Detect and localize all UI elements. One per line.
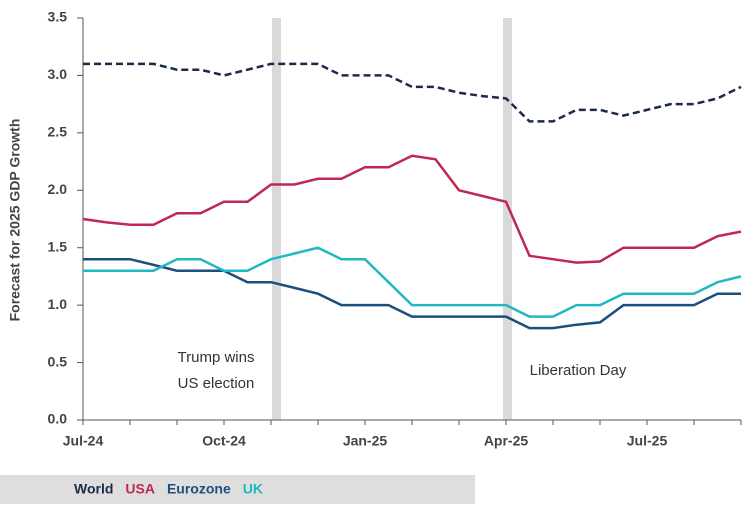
y-tick-label: 3.0 bbox=[48, 66, 68, 82]
event-band bbox=[503, 18, 512, 420]
line-series bbox=[83, 257, 741, 330]
y-tick-label: 0.5 bbox=[48, 353, 68, 369]
line-series bbox=[83, 246, 742, 318]
event-band bbox=[272, 18, 281, 420]
y-tick-label: 1.0 bbox=[48, 296, 68, 312]
legend-entry: World bbox=[74, 481, 113, 497]
legend-entry: USA bbox=[125, 481, 155, 497]
annotation: Liberation Day bbox=[530, 362, 627, 379]
annotation: Trump wins bbox=[178, 349, 255, 366]
x-tick-label: Jan-25 bbox=[343, 433, 388, 449]
y-tick-label: 3.5 bbox=[48, 9, 68, 25]
legend-entry: Eurozone bbox=[167, 481, 231, 497]
y-tick-label: 0.0 bbox=[48, 411, 68, 427]
y-tick-label: 1.5 bbox=[48, 238, 68, 254]
y-tick-label: 2.5 bbox=[48, 124, 68, 140]
annotation: US election bbox=[178, 375, 255, 392]
x-tick-label: Jul-25 bbox=[627, 433, 668, 449]
y-tick-label: 2.0 bbox=[48, 181, 68, 197]
y-axis-label: Forecast for 2025 GDP Growth bbox=[7, 119, 23, 322]
line-series bbox=[82, 154, 742, 264]
x-tick-label: Apr-25 bbox=[484, 433, 529, 449]
legend-box bbox=[0, 475, 475, 504]
x-tick-label: Jul-24 bbox=[63, 433, 104, 449]
line-series bbox=[83, 62, 742, 123]
legend-entry: UK bbox=[243, 481, 263, 497]
x-tick-label: Oct-24 bbox=[202, 433, 246, 449]
